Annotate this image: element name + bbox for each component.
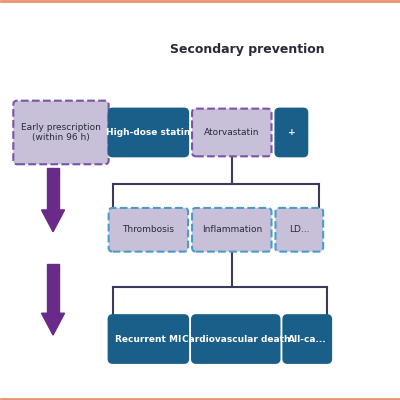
Polygon shape xyxy=(47,168,59,210)
Text: Cardiovascular death: Cardiovascular death xyxy=(182,334,290,344)
FancyBboxPatch shape xyxy=(109,315,188,363)
Polygon shape xyxy=(42,313,64,335)
Text: All-ca...: All-ca... xyxy=(288,334,326,344)
FancyBboxPatch shape xyxy=(192,109,272,156)
FancyBboxPatch shape xyxy=(13,101,109,164)
Polygon shape xyxy=(47,264,59,313)
Text: LD...: LD... xyxy=(289,225,310,234)
FancyBboxPatch shape xyxy=(109,208,188,252)
Text: +: + xyxy=(288,128,295,137)
Text: Secondary prevention: Secondary prevention xyxy=(170,42,325,56)
FancyBboxPatch shape xyxy=(192,315,280,363)
FancyBboxPatch shape xyxy=(192,208,272,252)
Text: Recurrent MI: Recurrent MI xyxy=(115,334,182,344)
FancyBboxPatch shape xyxy=(284,315,331,363)
Text: High-dose statin: High-dose statin xyxy=(106,128,190,137)
FancyBboxPatch shape xyxy=(276,208,323,252)
Text: Atorvastatin: Atorvastatin xyxy=(204,128,260,137)
Text: Thrombosis: Thrombosis xyxy=(122,225,174,234)
Polygon shape xyxy=(42,210,64,232)
FancyBboxPatch shape xyxy=(276,109,307,156)
Text: Inflammation: Inflammation xyxy=(202,225,262,234)
FancyBboxPatch shape xyxy=(109,109,188,156)
Text: Early prescription
(within 96 h): Early prescription (within 96 h) xyxy=(21,123,101,142)
